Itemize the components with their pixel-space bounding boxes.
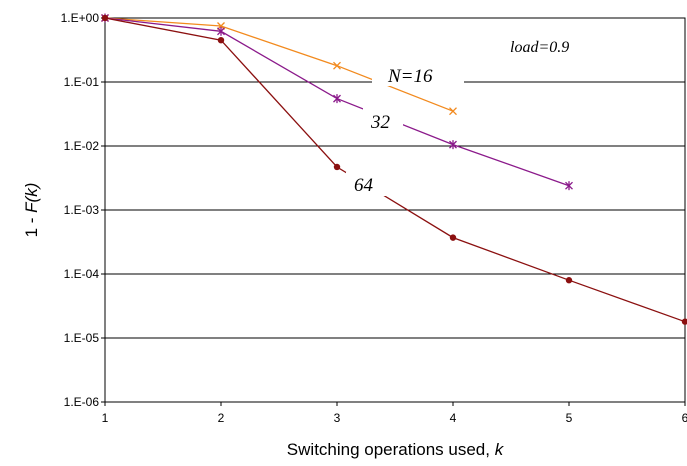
label-n16: N=16 <box>387 66 433 87</box>
load-annotation: load=0.9 <box>510 39 569 56</box>
series-line <box>104 17 686 323</box>
y-axis-title: 1 - F(k) <box>22 183 41 238</box>
x-tick-label: 4 <box>450 411 457 425</box>
label-64-background <box>346 172 388 196</box>
marker-stroke <box>333 61 341 70</box>
series-line <box>104 17 454 112</box>
y-tick-label: 1.E-02 <box>64 139 100 153</box>
y-tick-label: 1.E-06 <box>64 395 100 409</box>
series-group <box>101 13 687 325</box>
y-tick-label: 1.E-04 <box>64 267 100 281</box>
x-tick-label: 3 <box>334 411 341 425</box>
data-point <box>449 140 457 150</box>
x-tick-label: 6 <box>682 411 687 425</box>
label-n16-background <box>372 64 464 86</box>
label-64: 64 <box>354 175 374 196</box>
y-tick-label: 1.E-03 <box>64 203 100 217</box>
plot-border <box>104 17 686 403</box>
grid-lines <box>105 81 685 339</box>
data-point <box>333 61 341 70</box>
y-axis-title-text: 1 - <box>22 213 41 238</box>
x-tick-label: 1 <box>102 411 109 425</box>
data-point <box>449 107 457 116</box>
x-axis-title: Switching operations used, k <box>287 440 505 459</box>
y-tick-label: 1.E+00 <box>61 11 100 25</box>
data-point <box>565 277 573 284</box>
y-tick-label: 1.E-05 <box>64 331 100 345</box>
label-32: 32 <box>370 112 391 133</box>
x-tick-label: 5 <box>566 411 573 425</box>
data-point <box>333 163 341 171</box>
data-point <box>333 94 341 104</box>
label-32-background <box>363 108 403 132</box>
data-point <box>217 26 225 36</box>
x-axis-title-var: k <box>495 440 505 459</box>
data-point <box>101 14 109 22</box>
axes <box>101 17 686 406</box>
y-axis-title-var: F(k) <box>22 183 41 213</box>
x-tick-label: 2 <box>218 411 225 425</box>
y-tick-label: 1.E-01 <box>64 75 100 89</box>
data-point <box>565 181 573 191</box>
y-tick-labels: 1.E+00 1.E-01 1.E-02 1.E-03 1.E-04 1.E-05 1.E-… <box>61 11 100 409</box>
data-point <box>681 318 687 325</box>
series-labels: N=16 32 64 load=0.9 <box>346 39 569 196</box>
marker-stroke <box>449 107 457 116</box>
data-point <box>449 234 457 241</box>
data-point <box>217 36 225 44</box>
x-tick-labels: 1 2 3 4 5 6 <box>102 411 687 425</box>
x-axis-title-text: Switching operations used, <box>287 440 495 459</box>
